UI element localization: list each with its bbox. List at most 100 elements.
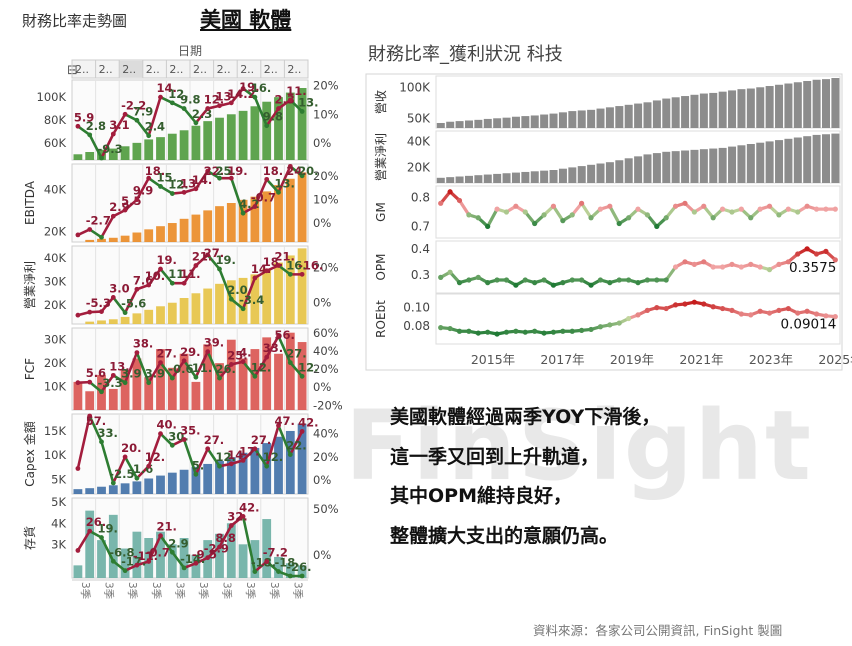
yoy-point <box>205 252 211 258</box>
right-bar <box>831 133 840 183</box>
yoy-point <box>252 94 258 100</box>
yoy-point <box>99 155 104 161</box>
ratio-line-segment <box>664 265 678 282</box>
ratio-point <box>785 206 791 212</box>
yoy-line-segment <box>147 95 162 138</box>
yoy-point <box>181 280 187 286</box>
bar <box>297 423 307 494</box>
column-header-label: 2.. <box>287 63 301 76</box>
bar <box>167 302 177 324</box>
right-bar <box>474 119 483 128</box>
bar <box>120 483 130 494</box>
bar <box>191 214 201 242</box>
right-tick-label: 50% <box>313 502 339 516</box>
yoy-data-label: 4. <box>239 346 251 360</box>
left-tick-label: 40K <box>44 251 67 265</box>
yoy-data-label: 14. <box>192 173 212 187</box>
ratio-point <box>456 197 463 204</box>
ratio-point <box>832 314 838 320</box>
bar <box>226 339 236 410</box>
right-bar <box>765 141 774 183</box>
ratio-point <box>550 203 557 209</box>
bar <box>73 489 83 494</box>
right-bar <box>624 158 633 183</box>
right-tick-label: 0% <box>313 216 331 230</box>
yoy-point <box>276 263 281 268</box>
yoy-point <box>169 100 175 106</box>
ratio-point <box>513 328 519 334</box>
yoy-data-label: 3.1 <box>109 118 129 132</box>
right-bar <box>587 109 596 128</box>
bar <box>179 298 189 324</box>
quarter-tick-label: 3季 <box>126 582 138 600</box>
ratio-point <box>748 215 754 221</box>
yoy-line-segment <box>112 559 127 572</box>
comment-line: 美國軟體經過兩季YOY下滑後， <box>390 406 661 428</box>
bar <box>285 255 295 324</box>
bar <box>179 218 189 242</box>
bar <box>215 283 224 324</box>
yoy-point <box>158 94 163 100</box>
right-bar <box>634 103 643 128</box>
yoy-line-segment <box>135 464 150 480</box>
yoy-line-segment <box>123 351 139 384</box>
ratio-point <box>607 322 613 328</box>
yoy-data-label: 13. <box>275 176 295 190</box>
left-tick-label: 4K <box>51 516 66 530</box>
ratio-line-segment <box>486 207 499 229</box>
yoy-data-label: 16. <box>286 258 306 272</box>
yoy-line-segment <box>100 132 115 160</box>
bar <box>226 203 236 242</box>
ratio-line-segment <box>580 201 593 220</box>
left-title: 財務比率走勢圖 <box>22 12 128 30</box>
right-bar <box>728 146 737 183</box>
bar <box>191 293 201 324</box>
yoy-point <box>299 271 305 277</box>
yoy-point <box>158 360 163 366</box>
left-tick-label: 3K <box>51 537 66 551</box>
ratio-point <box>701 203 707 209</box>
yoy-line-segment <box>135 351 150 384</box>
right-bar <box>756 87 765 128</box>
left-tick-label: 20K <box>44 298 67 312</box>
yoy-data-label: 33. <box>263 341 283 355</box>
yoy-data-label: 25. <box>227 348 247 362</box>
yoy-point <box>217 375 222 381</box>
ratio-point <box>513 203 519 209</box>
yoy-point <box>228 362 234 367</box>
bar <box>203 210 213 242</box>
yoy-data-label: -6.8 <box>109 545 134 559</box>
right-tick-label: 0% <box>313 473 331 487</box>
yoy-line-segment <box>76 414 91 470</box>
left-tick-label: 40K <box>44 182 67 196</box>
right-bar <box>803 81 812 128</box>
bar <box>250 349 260 410</box>
right-bar <box>690 149 699 183</box>
right-bar <box>775 84 784 128</box>
bar <box>285 563 295 578</box>
yoy-line-segment <box>265 178 280 194</box>
left-tick-label: 80K <box>44 113 67 127</box>
bar <box>215 461 224 494</box>
yoy-data-label: 5.9 <box>74 110 94 124</box>
yoy-point <box>181 437 187 442</box>
right-bar <box>643 154 652 183</box>
yoy-point <box>193 120 199 126</box>
date-axis-title: 日期 <box>178 44 202 58</box>
right-bar <box>671 151 680 183</box>
bar <box>285 430 295 494</box>
yoy-point <box>87 528 93 534</box>
right-tick-label: 0% <box>313 296 331 310</box>
ratio-point <box>804 308 810 314</box>
ratio-point <box>729 261 735 267</box>
ratio-point <box>588 326 594 333</box>
ratio-point <box>804 246 810 252</box>
ratio-point <box>663 215 669 221</box>
right-bar <box>511 172 520 183</box>
quarter-tick-label: 3季 <box>268 582 280 600</box>
yoy-point <box>87 309 93 315</box>
right-tick-label: 20% <box>313 169 339 183</box>
bar <box>85 510 95 578</box>
yoy-data-label: 12. <box>251 360 271 374</box>
ratio-point <box>447 189 453 195</box>
